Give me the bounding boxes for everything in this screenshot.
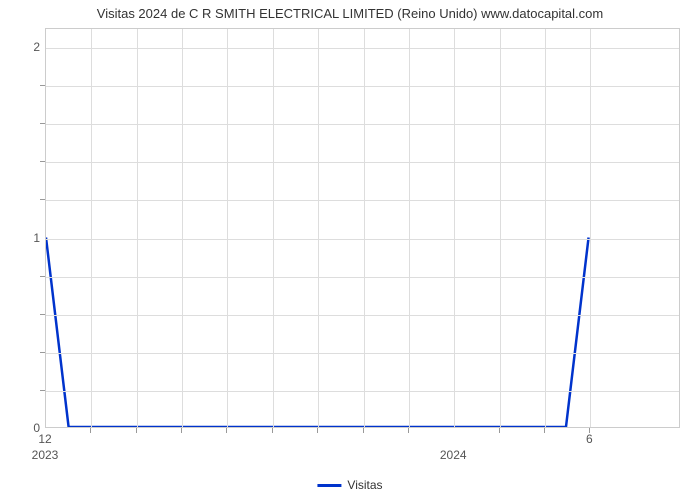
grid-line-v [364, 29, 365, 427]
x-minor-tick [544, 428, 545, 433]
grid-line-v [273, 29, 274, 427]
grid-line-v [91, 29, 92, 427]
y-minor-tick [40, 352, 45, 353]
y-minor-tick [40, 390, 45, 391]
x-minor-tick [589, 428, 590, 433]
x-minor-tick [408, 428, 409, 433]
y-axis-label: 1 [10, 231, 40, 245]
x-minor-tick [136, 428, 137, 433]
x-minor-tick [181, 428, 182, 433]
grid-line-h-minor [46, 315, 679, 316]
legend-swatch [317, 484, 341, 487]
grid-line-h-minor [46, 353, 679, 354]
grid-line-v [182, 29, 183, 427]
y-minor-tick [40, 314, 45, 315]
x-minor-tick [226, 428, 227, 433]
legend-label: Visitas [347, 478, 382, 492]
grid-line-v [454, 29, 455, 427]
grid-line-h-minor [46, 277, 679, 278]
grid-line-h-minor [46, 391, 679, 392]
y-minor-tick [40, 161, 45, 162]
grid-line-v [409, 29, 410, 427]
grid-line-v [590, 29, 591, 427]
chart-container: Visitas 2024 de C R SMITH ELECTRICAL LIM… [0, 0, 700, 500]
y-minor-tick [40, 85, 45, 86]
grid-line-v [137, 29, 138, 427]
y-minor-tick [40, 123, 45, 124]
grid-line-h-minor [46, 162, 679, 163]
grid-line-v [500, 29, 501, 427]
plot-area [45, 28, 680, 428]
grid-line-h [46, 48, 679, 49]
grid-line-v [227, 29, 228, 427]
x-minor-tick [499, 428, 500, 433]
x-axis-label: 12 [38, 432, 51, 446]
y-minor-tick [40, 276, 45, 277]
grid-line-h [46, 239, 679, 240]
chart-title: Visitas 2024 de C R SMITH ELECTRICAL LIM… [0, 0, 700, 21]
y-minor-tick [40, 199, 45, 200]
data-line [46, 29, 679, 427]
legend: Visitas [317, 478, 382, 492]
x-minor-tick [317, 428, 318, 433]
grid-line-h-minor [46, 124, 679, 125]
x-minor-tick [272, 428, 273, 433]
x-axis-year-label: 2024 [440, 448, 467, 462]
x-minor-tick [363, 428, 364, 433]
x-minor-tick [90, 428, 91, 433]
grid-line-h-minor [46, 86, 679, 87]
y-axis-label: 0 [10, 421, 40, 435]
x-axis-label: 6 [586, 432, 593, 446]
x-axis-year-label: 2023 [32, 448, 59, 462]
grid-line-h-minor [46, 200, 679, 201]
y-axis-label: 2 [10, 40, 40, 54]
grid-line-v [545, 29, 546, 427]
grid-line-v [318, 29, 319, 427]
